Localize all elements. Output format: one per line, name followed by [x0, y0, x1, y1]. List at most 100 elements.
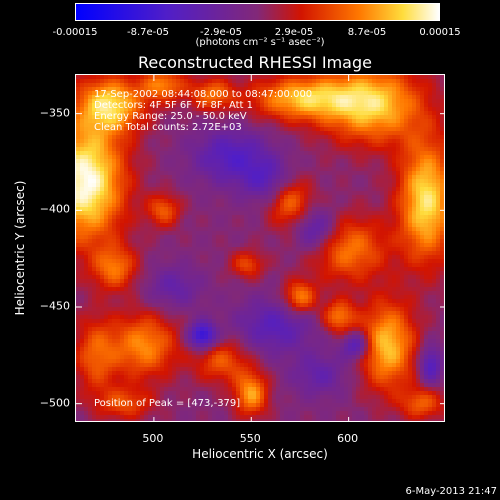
- heatmap-cell: [276, 79, 280, 83]
- heatmap-cell: [428, 183, 432, 187]
- heatmap-cell: [308, 251, 312, 255]
- heatmap-cell: [100, 207, 104, 211]
- heatmap-cell: [108, 235, 112, 239]
- heatmap-cell: [384, 243, 388, 247]
- heatmap-cell: [188, 259, 192, 263]
- heatmap-cell: [344, 203, 348, 207]
- heatmap-cell: [152, 127, 156, 131]
- heatmap-cell: [80, 171, 84, 175]
- heatmap-cell: [364, 223, 368, 227]
- heatmap-cell: [280, 103, 284, 107]
- heatmap-cell: [124, 259, 128, 263]
- heatmap-cell: [424, 271, 428, 275]
- heatmap-cell: [224, 243, 228, 247]
- heatmap-cell: [268, 255, 272, 259]
- heatmap-cell: [224, 131, 228, 135]
- heatmap-cell: [256, 163, 260, 167]
- heatmap-cell: [296, 247, 300, 251]
- heatmap-cell: [80, 259, 84, 263]
- heatmap-cell: [160, 155, 164, 159]
- heatmap-cell: [92, 227, 96, 231]
- heatmap-cell: [300, 175, 304, 179]
- heatmap-cell: [200, 207, 204, 211]
- heatmap-cell: [412, 231, 416, 235]
- heatmap-cell: [284, 87, 288, 91]
- heatmap-cell: [328, 275, 332, 279]
- heatmap-cell: [228, 231, 232, 235]
- heatmap-cell: [148, 155, 152, 159]
- heatmap-cell: [244, 83, 248, 87]
- heatmap-cell: [208, 75, 212, 79]
- heatmap-cell: [380, 127, 384, 131]
- heatmap-cell: [164, 103, 168, 107]
- heatmap-cell: [356, 259, 360, 263]
- heatmap-cell: [96, 79, 100, 83]
- heatmap-cell: [416, 95, 420, 99]
- heatmap-cell: [220, 99, 224, 103]
- heatmap-cell: [116, 127, 120, 131]
- heatmap-cell: [144, 283, 148, 287]
- heatmap-cell: [136, 243, 140, 247]
- heatmap-cell: [416, 203, 420, 207]
- heatmap-cell: [208, 107, 212, 111]
- heatmap-cell: [420, 271, 424, 275]
- heatmap-cell: [216, 163, 220, 167]
- heatmap-cell: [108, 159, 112, 163]
- heatmap-cell: [404, 243, 408, 247]
- heatmap-cell: [288, 267, 292, 271]
- heatmap-cell: [216, 115, 220, 119]
- heatmap-cell: [200, 83, 204, 87]
- heatmap-cell: [128, 175, 132, 179]
- heatmap-cell: [236, 135, 240, 139]
- heatmap-cell: [232, 247, 236, 251]
- heatmap-cell: [324, 279, 328, 283]
- heatmap-cell: [312, 83, 316, 87]
- heatmap-cell: [84, 159, 88, 163]
- heatmap-cell: [208, 219, 212, 223]
- heatmap-cell: [348, 139, 352, 143]
- heatmap-cell: [236, 219, 240, 223]
- heatmap-cell: [320, 159, 324, 163]
- heatmap-cell: [188, 239, 192, 243]
- heatmap-cell: [244, 215, 248, 219]
- heatmap-cell: [288, 87, 292, 91]
- heatmap-cell: [244, 131, 248, 135]
- heatmap-cell: [324, 155, 328, 159]
- heatmap-cell: [372, 103, 376, 107]
- heatmap-cell: [368, 179, 372, 183]
- heatmap-cell: [344, 259, 348, 263]
- heatmap-cell: [396, 219, 400, 223]
- heatmap-cell: [256, 95, 260, 99]
- heatmap-cell: [436, 223, 440, 227]
- heatmap-cell: [440, 107, 444, 111]
- heatmap-cell: [264, 107, 268, 111]
- heatmap-cell: [152, 247, 156, 251]
- heatmap-cell: [388, 159, 392, 163]
- heatmap-cell: [148, 143, 152, 147]
- heatmap-cell: [352, 259, 356, 263]
- heatmap-cell: [112, 283, 116, 287]
- heatmap-cell: [184, 87, 188, 91]
- heatmap-cell: [148, 79, 152, 83]
- heatmap-cell: [404, 163, 408, 167]
- heatmap-cell: [224, 255, 228, 259]
- heatmap-cell: [140, 207, 144, 211]
- heatmap-cell: [408, 175, 412, 179]
- heatmap-cell: [148, 275, 152, 279]
- heatmap-cell: [100, 267, 104, 271]
- heatmap-cell: [432, 211, 436, 215]
- heatmap-cell: [344, 87, 348, 91]
- heatmap-cell: [444, 159, 445, 163]
- heatmap-cell: [280, 203, 284, 207]
- heatmap-cell: [96, 115, 100, 119]
- heatmap-cell: [104, 215, 108, 219]
- heatmap-cell: [216, 271, 220, 275]
- heatmap-cell: [204, 275, 208, 279]
- heatmap-cell: [116, 203, 120, 207]
- heatmap-cell: [96, 119, 100, 123]
- heatmap-cell: [232, 267, 236, 271]
- heatmap-cell: [88, 267, 92, 271]
- heatmap-cell: [400, 151, 404, 155]
- heatmap-cell: [272, 159, 276, 163]
- heatmap-cell: [276, 195, 280, 199]
